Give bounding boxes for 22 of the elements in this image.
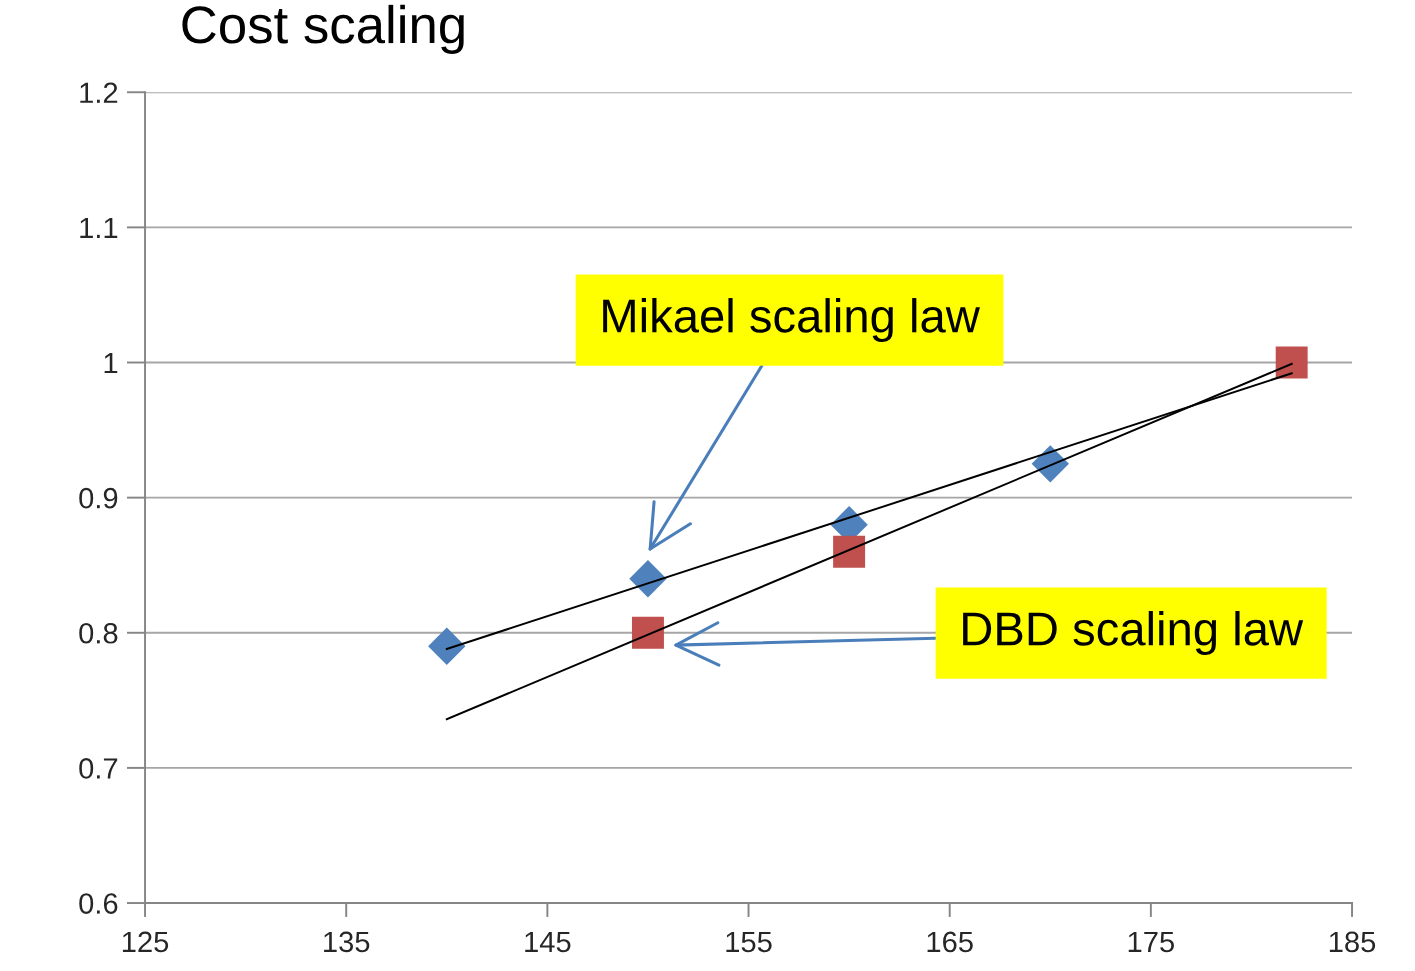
annotation: Mikael scaling law — [603, 298, 980, 343]
annotation: DBD scaling law — [963, 611, 1304, 656]
point — [428, 627, 466, 665]
y-tick-label: 1.2 — [80, 82, 118, 103]
x-tick-label: 155 — [726, 931, 772, 953]
y-tick-label: 0.9 — [79, 487, 118, 509]
y-tick-label: 0.7 — [79, 758, 118, 779]
x-tick-label: 175 — [1128, 931, 1174, 953]
x-tick-label: 125 — [122, 931, 169, 953]
point — [833, 535, 866, 568]
point — [629, 560, 667, 598]
y-tick-label: 0.8 — [79, 622, 118, 644]
chart-title: Cost scaling — [182, 4, 464, 55]
x-tick-label: 165 — [927, 931, 973, 953]
y-tick-label: 1 — [104, 353, 118, 374]
x-tick-label: 145 — [525, 931, 571, 953]
x-tick-label: 185 — [1329, 931, 1376, 953]
point — [631, 616, 664, 649]
y-tick-label: 1.1 — [80, 217, 118, 238]
point — [1275, 346, 1308, 379]
x-tick-label: 135 — [324, 931, 370, 953]
y-tick-label: 0.6 — [79, 893, 118, 914]
